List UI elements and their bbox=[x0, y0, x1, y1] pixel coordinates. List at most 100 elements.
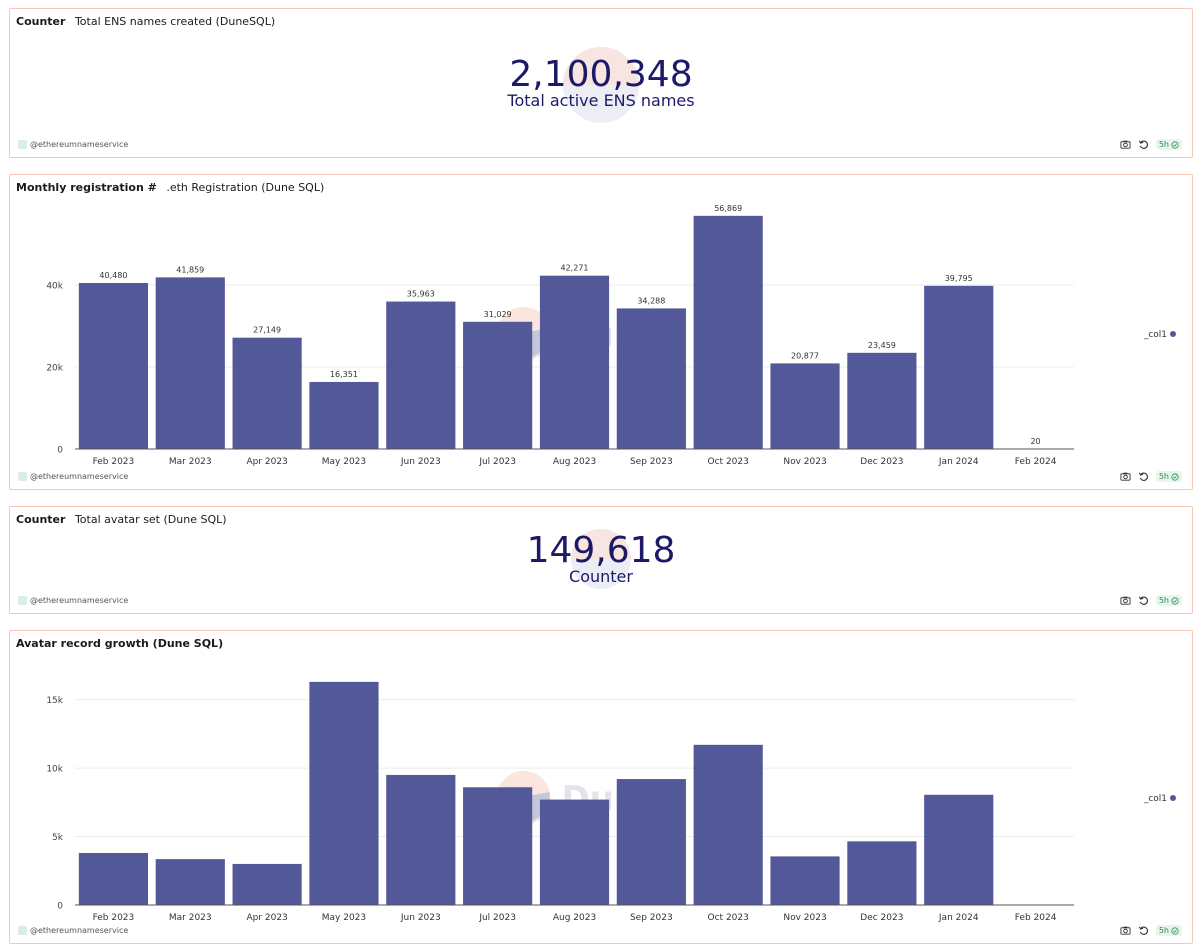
refresh-age-badge: 5h bbox=[1155, 595, 1182, 606]
x-tick-label: Jul 2023 bbox=[478, 913, 516, 923]
bar[interactable] bbox=[463, 787, 533, 905]
x-tick-label: Oct 2023 bbox=[708, 457, 749, 467]
query-name-link[interactable]: Total avatar set (Dune SQL) bbox=[74, 513, 227, 526]
x-tick-label: Feb 2024 bbox=[1015, 913, 1057, 923]
counter-label: Total active ENS names bbox=[507, 91, 695, 110]
panel-title: Counter Total ENS names created (DuneSQL… bbox=[16, 15, 275, 28]
y-tick-label: 0 bbox=[57, 902, 63, 912]
x-tick-label: Feb 2023 bbox=[93, 913, 135, 923]
refresh-icon[interactable] bbox=[1138, 139, 1149, 150]
data-label: 34,288 bbox=[637, 296, 665, 305]
refresh-age: 5h bbox=[1158, 472, 1169, 481]
bar[interactable] bbox=[78, 283, 149, 449]
bar[interactable] bbox=[847, 352, 917, 449]
bar[interactable] bbox=[309, 681, 379, 905]
x-tick-label: Oct 2023 bbox=[708, 913, 749, 923]
bar[interactable] bbox=[924, 794, 994, 905]
owner-avatar bbox=[18, 596, 27, 605]
query-name-link[interactable]: Total ENS names created (DuneSQL) bbox=[74, 15, 276, 28]
camera-icon[interactable] bbox=[1120, 471, 1131, 482]
check-circle-icon bbox=[1171, 596, 1179, 605]
panel-title: Counter Total avatar set (Dune SQL) bbox=[16, 513, 227, 526]
data-label: 27,149 bbox=[253, 326, 281, 335]
x-tick-label: Nov 2023 bbox=[783, 913, 826, 923]
bar[interactable] bbox=[155, 859, 225, 905]
camera-icon[interactable] bbox=[1120, 925, 1131, 936]
bar-chart-panel-avatar-growth: Avatar record growth (Dune SQL) 0 5k 10k 15… bbox=[9, 630, 1193, 944]
owner-name: @ethereumnameservice bbox=[30, 926, 129, 935]
bar-chart-panel-registrations: Monthly registration # .eth Registration… bbox=[9, 174, 1193, 490]
bar[interactable] bbox=[539, 275, 610, 449]
panel-kind: Monthly registration # bbox=[16, 181, 157, 194]
bar[interactable] bbox=[770, 856, 840, 905]
x-tick-label: Dec 2023 bbox=[860, 913, 903, 923]
x-tick-label: Aug 2023 bbox=[553, 457, 596, 467]
owner-avatar bbox=[18, 926, 27, 935]
x-tick-label: Mar 2023 bbox=[169, 913, 212, 923]
legend-swatch bbox=[1170, 795, 1176, 801]
camera-icon[interactable] bbox=[1120, 139, 1131, 150]
x-tick-label: Apr 2023 bbox=[246, 913, 287, 923]
check-circle-icon bbox=[1171, 140, 1179, 149]
bar[interactable] bbox=[693, 744, 763, 905]
x-tick-label: Jun 2023 bbox=[400, 457, 441, 467]
refresh-age-badge: 5h bbox=[1155, 925, 1182, 936]
counter-value: 2,100,348 bbox=[509, 54, 693, 95]
legend-label[interactable]: _col1 bbox=[1143, 330, 1167, 340]
x-tick-label: Apr 2023 bbox=[246, 457, 287, 467]
bar[interactable] bbox=[309, 381, 379, 449]
data-label: 39,795 bbox=[945, 274, 973, 283]
refresh-age: 5h bbox=[1158, 596, 1169, 605]
legend-swatch bbox=[1170, 331, 1176, 337]
x-tick-label: Jul 2023 bbox=[478, 457, 516, 467]
x-tick-label: Mar 2023 bbox=[169, 457, 212, 467]
owner-avatar bbox=[18, 140, 27, 149]
bar[interactable] bbox=[232, 863, 302, 905]
y-tick-label: 20k bbox=[46, 364, 63, 374]
bar[interactable] bbox=[386, 774, 456, 905]
query-name-link[interactable]: .eth Registration (Dune SQL) bbox=[166, 181, 325, 194]
bar[interactable] bbox=[616, 308, 686, 449]
check-circle-icon bbox=[1171, 926, 1179, 935]
bar[interactable] bbox=[616, 779, 686, 905]
check-circle-icon bbox=[1171, 472, 1179, 481]
bar[interactable] bbox=[693, 215, 763, 449]
x-tick-label: Dec 2023 bbox=[860, 457, 903, 467]
data-label: 35,963 bbox=[407, 290, 435, 299]
refresh-age: 5h bbox=[1158, 140, 1169, 149]
owner-link[interactable]: @ethereumnameservice bbox=[18, 926, 128, 935]
x-tick-label: Jan 2024 bbox=[938, 457, 979, 467]
bar[interactable] bbox=[78, 852, 149, 905]
bar[interactable] bbox=[539, 799, 610, 905]
refresh-icon[interactable] bbox=[1138, 471, 1149, 482]
owner-name: @ethereumnameservice bbox=[30, 596, 129, 605]
bar[interactable] bbox=[847, 841, 917, 905]
legend-label[interactable]: _col1 bbox=[1143, 794, 1167, 804]
x-tick-label: Jan 2024 bbox=[938, 913, 979, 923]
bar[interactable] bbox=[155, 277, 225, 449]
owner-link[interactable]: @ethereumnameservice bbox=[18, 472, 128, 481]
camera-icon[interactable] bbox=[1120, 595, 1131, 606]
owner-link[interactable]: @ethereumnameservice bbox=[18, 596, 128, 605]
y-tick-label: 15k bbox=[46, 696, 63, 706]
x-tick-label: Sep 2023 bbox=[630, 913, 673, 923]
refresh-icon[interactable] bbox=[1138, 595, 1149, 606]
bar[interactable] bbox=[463, 321, 533, 449]
bar[interactable] bbox=[386, 301, 456, 449]
x-tick-label: May 2023 bbox=[322, 457, 366, 467]
x-tick-label: Sep 2023 bbox=[630, 457, 673, 467]
data-label: 31,029 bbox=[484, 310, 512, 319]
bar[interactable] bbox=[232, 337, 302, 449]
bar[interactable] bbox=[924, 285, 994, 449]
refresh-icon[interactable] bbox=[1138, 925, 1149, 936]
bar[interactable] bbox=[770, 363, 840, 449]
y-tick-label: 10k bbox=[46, 765, 63, 775]
x-tick-label: Jun 2023 bbox=[400, 913, 441, 923]
owner-name: @ethereumnameservice bbox=[30, 140, 129, 149]
y-tick-label: 40k bbox=[46, 282, 63, 292]
owner-link[interactable]: @ethereumnameservice bbox=[18, 140, 128, 149]
x-tick-label: Aug 2023 bbox=[553, 913, 596, 923]
counter-value: 149,618 bbox=[526, 530, 676, 571]
